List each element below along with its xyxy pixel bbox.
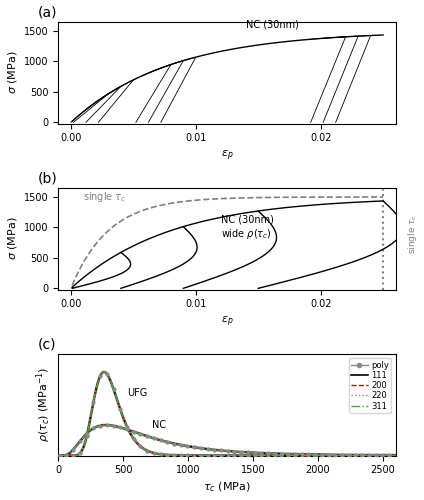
Text: single $\tau_c$: single $\tau_c$ — [406, 214, 419, 254]
Text: NC (30nm): NC (30nm) — [246, 20, 298, 30]
X-axis label: $\tau_c$ (MPa): $\tau_c$ (MPa) — [203, 481, 251, 494]
Y-axis label: $\rho(\tau_c)$ (MPa$^{-1}$): $\rho(\tau_c)$ (MPa$^{-1}$) — [34, 367, 53, 442]
Text: UFG: UFG — [127, 388, 148, 398]
Text: (c): (c) — [38, 338, 57, 352]
X-axis label: $\epsilon_p$: $\epsilon_p$ — [221, 315, 233, 329]
Y-axis label: $\sigma$ (MPa): $\sigma$ (MPa) — [6, 217, 19, 260]
Text: single $\tau_c$: single $\tau_c$ — [84, 190, 127, 204]
X-axis label: $\epsilon_p$: $\epsilon_p$ — [221, 149, 233, 163]
Text: NC (30nm)
wide $\rho(\tau_c)$: NC (30nm) wide $\rho(\tau_c)$ — [221, 214, 273, 240]
Text: (a): (a) — [38, 6, 58, 20]
Legend: poly, 111, 200, 220, 311: poly, 111, 200, 220, 311 — [349, 358, 391, 413]
Text: (b): (b) — [38, 172, 58, 186]
Y-axis label: $\sigma$ (MPa): $\sigma$ (MPa) — [6, 51, 19, 94]
Text: NC: NC — [152, 420, 166, 430]
